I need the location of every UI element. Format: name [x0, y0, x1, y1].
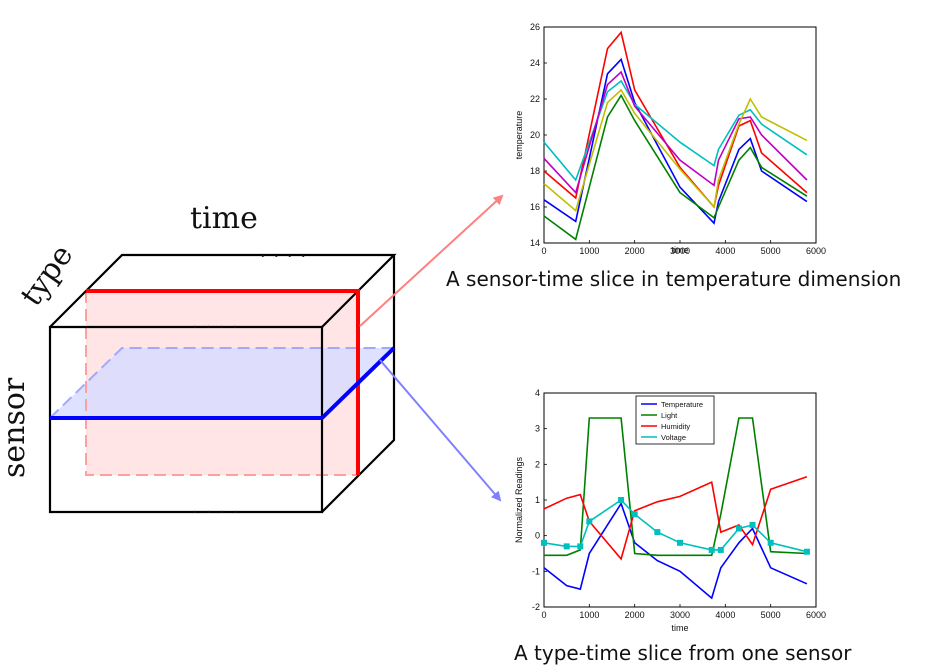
type-time-plane-dashed-edge	[85, 291, 358, 476]
chart-2-series-line-1	[544, 417, 807, 557]
chart-2-ylabel: Normalized Readings	[514, 456, 524, 543]
voltage-marker	[708, 546, 715, 553]
chart-1-xtick-label: 1000	[579, 246, 599, 256]
legend-entry: Humidity	[661, 422, 690, 431]
chart-2-series-line-0	[543, 501, 808, 600]
chart-1-xtick-label: 3000	[670, 246, 690, 256]
chart-1-ytick-label: 24	[530, 58, 540, 68]
chart-1-ytick-label: 18	[530, 166, 540, 176]
chart-2-ytick-label: 4	[535, 388, 540, 398]
chart-1-ylabel: temperature	[514, 111, 524, 160]
sensor-axis-label: sensor	[0, 377, 32, 478]
chart-1-xtick-label: 0	[541, 246, 546, 256]
chart-1-frame	[543, 26, 817, 244]
voltage-marker	[563, 543, 570, 550]
chart-2-xtick-label: 1000	[579, 610, 599, 620]
chart-2-xtick-label: 6000	[806, 610, 826, 620]
voltage-marker	[677, 539, 683, 546]
arrow-to-temperature-chart	[359, 194, 504, 327]
cube-mid-dots: · · · ·	[192, 317, 239, 338]
type-axis-label: type	[14, 238, 81, 312]
chart-2-xtick-label: 3000	[670, 610, 690, 620]
chart-1-series-line-3	[543, 79, 808, 182]
chart-2-ytick-label: 1	[535, 495, 540, 505]
chart-1-ytick-label: 16	[530, 202, 540, 212]
arrow-to-type-chart	[379, 359, 502, 502]
chart-1-series-line-5	[543, 88, 808, 213]
chart-1-xtick-label: 5000	[761, 246, 781, 256]
chart-1-xtick-label: 4000	[715, 246, 735, 256]
data-cube: · · · · · · · · · · · · time type sensor	[0, 201, 397, 523]
legend-entry: Temperature	[661, 400, 703, 409]
chart-2-series-line-2	[543, 476, 808, 561]
chart-2-ytick-label: 3	[535, 424, 540, 434]
chart-1-ytick-label: 14	[530, 238, 540, 248]
chart-1-series-line-2	[543, 93, 808, 241]
chart-2-xtick-label: 4000	[715, 610, 735, 620]
chart-1-xtick-label: 6000	[806, 246, 826, 256]
voltage-marker	[749, 521, 756, 528]
chart-2-ytick-label: 2	[535, 459, 540, 469]
chart-2-ytick-label: -2	[532, 602, 540, 612]
chart-2-xtick-label: 0	[541, 610, 546, 620]
cube-top-dots: · · · ·	[260, 246, 307, 267]
chart-1-ytick-label: 26	[530, 22, 540, 32]
voltage-marker	[803, 548, 810, 555]
temperature-chart: 0 1000 2000 3000 4000 5000 600014161820222426 …	[514, 22, 826, 256]
legend-entry: Light	[661, 411, 678, 420]
chart-1-ytick-label: 22	[530, 94, 540, 104]
caption-temperature-slice: A sensor-time slice in temperature dimen…	[446, 267, 902, 291]
voltage-marker	[586, 518, 593, 525]
voltage-marker	[717, 546, 724, 553]
sensor-time-slice-line	[50, 346, 396, 420]
chart-1-xtick-label: 2000	[625, 246, 645, 256]
voltage-marker	[577, 543, 584, 550]
chart-1-series-line-4	[543, 70, 808, 195]
sensor-time-plane-fill	[50, 348, 394, 418]
chart-2-xtick-label: 5000	[761, 610, 781, 620]
chart-2-ytick-label: -1	[532, 566, 540, 576]
chart-2-xlabel: time	[671, 623, 688, 633]
chart-2-xtick-label: 2000	[625, 610, 645, 620]
chart-1-ytick-label: 20	[530, 130, 540, 140]
chart-2-legend: Temperature Light Humidity Voltage	[635, 395, 715, 445]
type-time-slice-line	[86, 289, 360, 475]
chart-2-ytick-label: 0	[535, 531, 540, 541]
voltage-marker	[631, 511, 638, 518]
legend-entry: Voltage	[661, 433, 686, 442]
voltage-marker	[735, 525, 742, 532]
caption-type-slice: A type-time slice from one sensor	[514, 641, 852, 665]
cube-bottom-dots: · · · ·	[192, 502, 239, 523]
voltage-marker	[767, 539, 774, 546]
voltage-marker	[541, 539, 547, 546]
chart-1-xlabel: time	[671, 245, 688, 255]
voltage-marker	[618, 497, 625, 503]
cube-right-face	[321, 255, 396, 513]
time-axis-label: time	[190, 201, 258, 236]
sensor-time-plane-dashed-edge	[49, 347, 394, 419]
voltage-marker	[654, 529, 661, 536]
